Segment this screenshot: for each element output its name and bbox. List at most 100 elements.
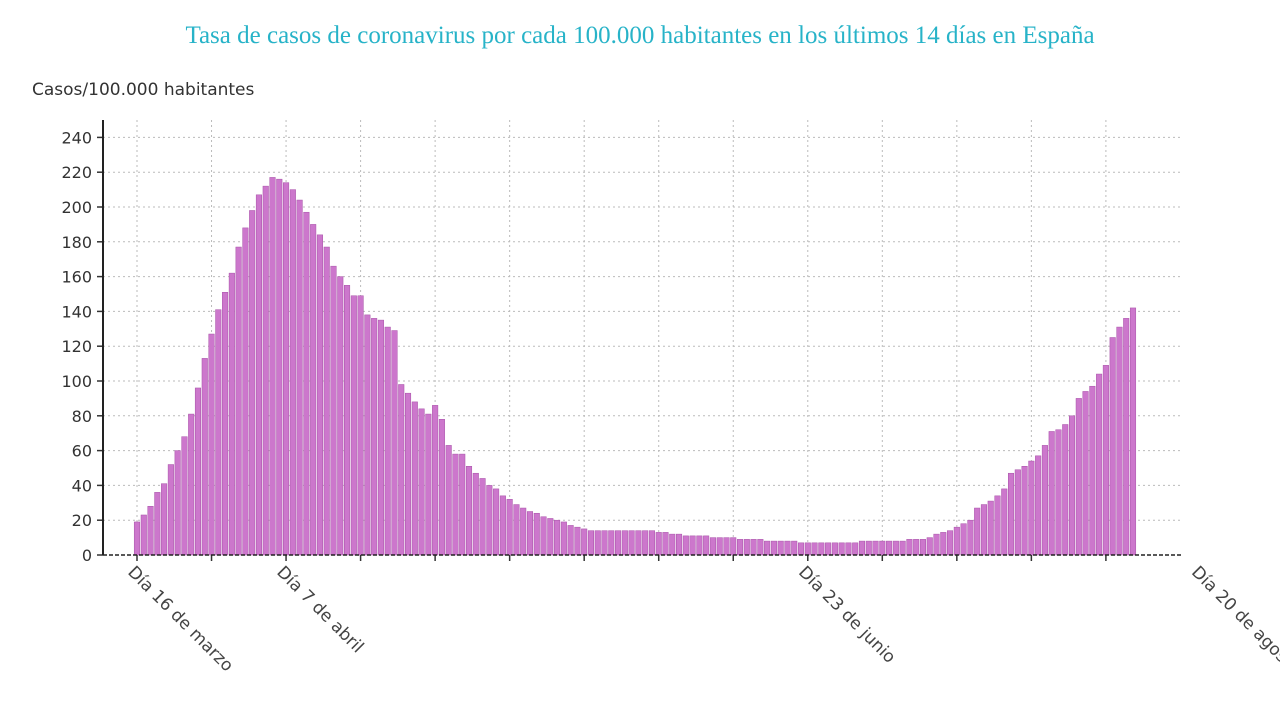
bar bbox=[310, 224, 317, 556]
bar bbox=[1021, 466, 1028, 556]
bar bbox=[804, 542, 811, 556]
bar bbox=[703, 535, 710, 556]
bar bbox=[235, 246, 242, 556]
bar bbox=[886, 540, 893, 556]
bar bbox=[377, 319, 384, 556]
bar bbox=[296, 199, 303, 556]
chart-title: Tasa de casos de coronavirus por cada 10… bbox=[185, 22, 1095, 49]
bar bbox=[452, 453, 459, 556]
bar bbox=[472, 472, 479, 556]
bar bbox=[1096, 373, 1103, 556]
bar bbox=[391, 330, 398, 556]
bar bbox=[750, 539, 757, 556]
bar bbox=[1062, 424, 1069, 556]
bar bbox=[228, 272, 235, 556]
bar bbox=[811, 542, 818, 556]
x-ticks: Día 16 de marzo Día 7 de abril Día 23 de j… bbox=[123, 562, 1280, 679]
bar bbox=[784, 540, 791, 556]
bar bbox=[262, 185, 269, 556]
bar bbox=[1082, 391, 1089, 556]
y-tick-label: 240 bbox=[61, 128, 92, 147]
bar bbox=[676, 533, 683, 556]
y-tick-label: 60 bbox=[72, 442, 92, 461]
bar bbox=[587, 530, 594, 556]
bar bbox=[919, 539, 926, 556]
bar bbox=[547, 518, 554, 556]
bar bbox=[1014, 469, 1021, 556]
bar bbox=[133, 521, 141, 556]
bar bbox=[249, 210, 256, 556]
bar bbox=[222, 292, 229, 556]
bar bbox=[1089, 385, 1096, 556]
y-tick-label: 20 bbox=[72, 511, 92, 530]
bar bbox=[465, 466, 473, 556]
bar bbox=[838, 542, 845, 556]
bar bbox=[486, 485, 493, 556]
y-axis-title: Casos/100.000 habitantes bbox=[32, 80, 255, 100]
bar bbox=[161, 483, 168, 556]
bar bbox=[831, 542, 838, 556]
bar bbox=[520, 507, 527, 556]
y-tick-label: 80 bbox=[72, 407, 92, 426]
bar bbox=[913, 539, 920, 556]
bar bbox=[825, 542, 832, 556]
bar bbox=[621, 530, 628, 556]
bar bbox=[858, 540, 866, 556]
bar bbox=[1102, 365, 1109, 556]
bar bbox=[1055, 429, 1062, 556]
bar bbox=[777, 540, 784, 556]
bar bbox=[398, 384, 405, 556]
bar bbox=[791, 540, 798, 556]
bar bbox=[581, 528, 588, 556]
bar bbox=[1008, 472, 1015, 556]
bar bbox=[418, 408, 425, 556]
bar bbox=[283, 182, 290, 556]
bar bbox=[499, 495, 506, 556]
bar bbox=[337, 276, 344, 556]
bar bbox=[364, 314, 371, 556]
y-tick-label: 200 bbox=[61, 198, 92, 217]
bar bbox=[852, 542, 859, 556]
y-tick-label: 160 bbox=[61, 268, 92, 287]
bar bbox=[709, 537, 716, 556]
y-tick-label: 180 bbox=[61, 233, 92, 252]
bar bbox=[567, 525, 574, 556]
bar bbox=[818, 542, 825, 556]
bar bbox=[906, 539, 913, 556]
bar bbox=[642, 530, 649, 556]
bar bbox=[540, 516, 547, 556]
bar bbox=[1048, 431, 1055, 556]
bar bbox=[404, 392, 412, 556]
bar bbox=[662, 532, 669, 556]
bar bbox=[1041, 445, 1048, 556]
bar bbox=[669, 533, 676, 556]
bar bbox=[438, 419, 445, 556]
bar bbox=[845, 542, 852, 556]
bar bbox=[743, 539, 750, 556]
bar bbox=[154, 492, 161, 556]
bar bbox=[554, 519, 561, 556]
bar bbox=[188, 413, 195, 556]
bar bbox=[344, 285, 351, 556]
bar bbox=[933, 533, 940, 556]
bar bbox=[1001, 488, 1008, 556]
bar bbox=[594, 530, 601, 556]
bar bbox=[723, 537, 730, 556]
bar bbox=[276, 178, 283, 556]
bar bbox=[892, 540, 899, 556]
bar bbox=[974, 507, 981, 556]
bar bbox=[445, 445, 452, 556]
bar bbox=[303, 211, 310, 556]
bars bbox=[133, 177, 1137, 556]
bar bbox=[269, 177, 276, 556]
bar bbox=[757, 539, 764, 556]
bar bbox=[1068, 415, 1076, 556]
bar bbox=[371, 318, 378, 556]
bar bbox=[987, 500, 994, 556]
bar bbox=[208, 333, 215, 556]
bar bbox=[323, 246, 330, 556]
y-tick-label: 0 bbox=[82, 546, 92, 565]
bar bbox=[635, 530, 642, 556]
y-tick-label: 220 bbox=[61, 163, 92, 182]
